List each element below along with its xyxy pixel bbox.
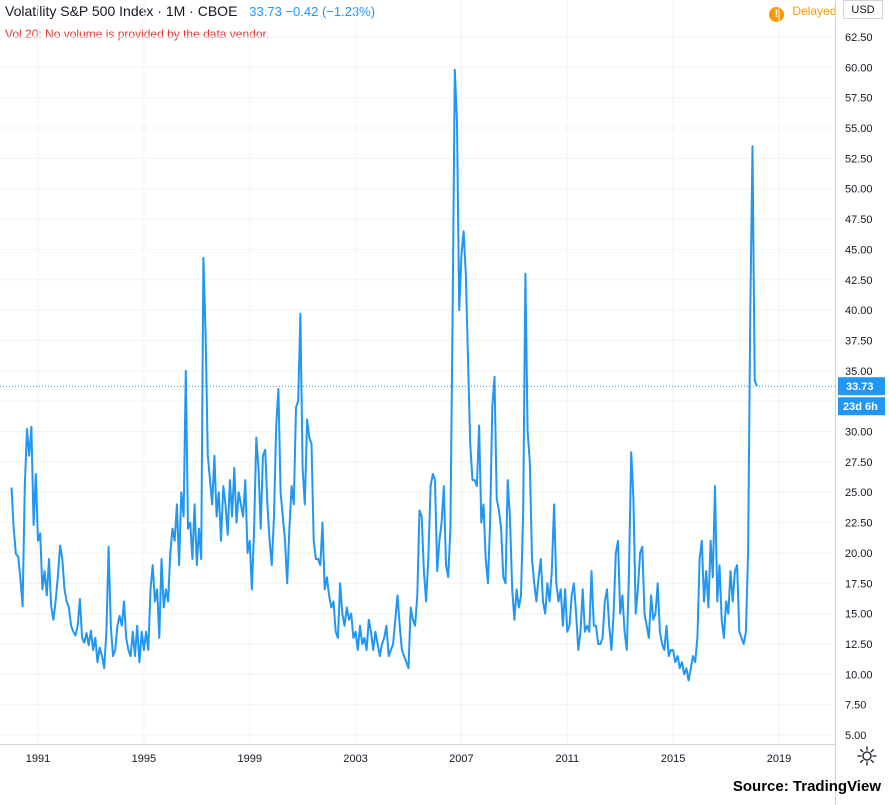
info-icon: ! bbox=[769, 7, 784, 22]
x-tick-label: 1991 bbox=[26, 753, 50, 765]
data-points bbox=[11, 69, 757, 681]
currency-button[interactable]: USD bbox=[843, 0, 883, 19]
symbol-title[interactable]: Volatility S&P 500 Index · 1M · CBOE bbox=[5, 3, 238, 19]
y-tick-label: 45.00 bbox=[845, 244, 873, 256]
countdown-box bbox=[838, 397, 885, 416]
y-tick-label: 60.00 bbox=[845, 62, 873, 74]
x-tick-label: 2003 bbox=[343, 753, 367, 765]
y-tick-label: 22.50 bbox=[845, 518, 873, 530]
y-tick-label: 57.50 bbox=[845, 93, 873, 105]
delayed-label: Delayed bbox=[792, 4, 837, 18]
y-tick-label: 47.50 bbox=[845, 214, 873, 226]
y-tick-label: 10.00 bbox=[845, 669, 873, 681]
y-tick-label: 50.00 bbox=[845, 184, 873, 196]
last-price-box bbox=[838, 377, 885, 396]
y-tick-label: 55.00 bbox=[845, 123, 873, 135]
last-price-text: 33.73 bbox=[846, 381, 874, 393]
y-tick-label: 15.00 bbox=[845, 609, 873, 621]
y-tick-label: 17.50 bbox=[845, 578, 873, 590]
y-tick-label: 37.50 bbox=[845, 335, 873, 347]
y-tick-label: 35.00 bbox=[845, 366, 873, 378]
price-axis[interactable]: 5.00 7.50 10.00 12.50 15.00 17.50 20.00 22.50 25… bbox=[845, 32, 873, 742]
y-tick-label: 42.50 bbox=[845, 275, 873, 287]
time-axis[interactable]: 1991 1995 1999 2003 2007 2011 2015 2019 bbox=[26, 753, 791, 765]
countdown-text: 23d 6h bbox=[843, 401, 878, 413]
x-tick-label: 1995 bbox=[132, 753, 156, 765]
grid bbox=[0, 0, 835, 744]
y-tick-label: 7.50 bbox=[845, 700, 866, 712]
y-tick-label: 27.50 bbox=[845, 457, 873, 469]
x-tick-label: 2007 bbox=[449, 753, 473, 765]
x-tick-label: 2019 bbox=[767, 753, 791, 765]
y-tick-label: 12.50 bbox=[845, 639, 873, 651]
y-tick-label: 20.00 bbox=[845, 548, 873, 560]
x-tick-label: 2011 bbox=[555, 753, 579, 765]
source-caption: Source: TradingView bbox=[732, 778, 881, 795]
y-tick-label: 40.00 bbox=[845, 305, 873, 317]
y-tick-label: 5.00 bbox=[845, 730, 866, 742]
y-tick-label: 25.00 bbox=[845, 487, 873, 499]
gear-icon[interactable] bbox=[855, 744, 879, 768]
y-tick-label: 30.00 bbox=[845, 427, 873, 439]
x-tick-label: 2015 bbox=[661, 753, 685, 765]
price-change-readout: 33.73 −0.42 (−1.23%) bbox=[249, 4, 376, 19]
chart-header: Volatility S&P 500 Index · 1M · CBOE 33.… bbox=[5, 3, 375, 19]
y-tick-label: 52.50 bbox=[845, 153, 873, 165]
delayed-badge[interactable]: ! Delayed bbox=[769, 4, 836, 22]
y-tick-label: 62.50 bbox=[845, 32, 873, 44]
x-tick-label: 1999 bbox=[237, 753, 261, 765]
last-price-label: 33.73 23d 6h bbox=[838, 377, 885, 416]
vix-series-line bbox=[10, 68, 758, 682]
